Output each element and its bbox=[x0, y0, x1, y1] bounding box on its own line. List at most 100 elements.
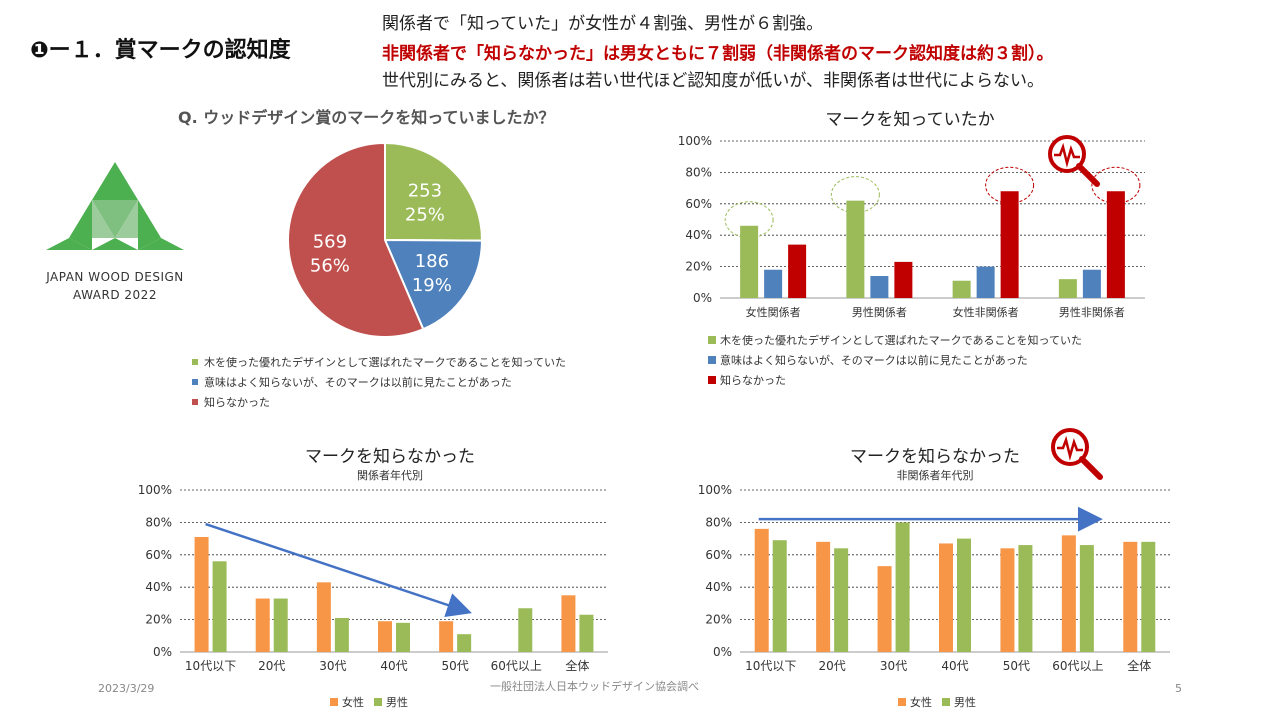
legend-swatch bbox=[708, 356, 716, 364]
x-category-label: 10代以下 bbox=[185, 659, 236, 673]
bar bbox=[1000, 548, 1015, 652]
legend-label: 知らなかった bbox=[204, 396, 270, 409]
bar bbox=[939, 543, 953, 652]
pie-slice-percent-label: 19% bbox=[412, 275, 452, 296]
x-category-label: 50代 bbox=[442, 659, 469, 673]
legend-label: 男性 bbox=[954, 696, 976, 709]
y-tick-label: 100% bbox=[698, 483, 732, 497]
legend-label: 意味はよく知らないが、そのマークは以前に見たことがあった bbox=[720, 354, 1028, 367]
bar-chart-1-legend: 木を使った優れたデザインとして選ばれたマークであることを知っていた 意味はよく知ら… bbox=[708, 330, 1082, 390]
bar-chart-2-subtitle: 関係者年代別 bbox=[357, 469, 423, 482]
legend-item: 男性 bbox=[374, 692, 408, 712]
x-category-label: 60代以上 bbox=[1052, 659, 1103, 673]
legend-item: 女性 bbox=[898, 692, 932, 712]
bar bbox=[334, 617, 349, 652]
bar bbox=[754, 528, 769, 652]
x-category-label: 20代 bbox=[258, 659, 285, 673]
y-tick-label: 20% bbox=[145, 613, 172, 627]
legend-label: 女性 bbox=[910, 696, 932, 709]
headline-line-1: 関係者で「知っていた」が女性が４割強、男性が６割強。 bbox=[382, 14, 824, 34]
legend-label: 木を使った優れたデザインとして選ばれたマークであることを知っていた bbox=[720, 334, 1083, 347]
bar-chart-unrelated-by-age: 0% 20% 40% 60% 80% 100% 10代以下 20代 30代 40代 50代 60代以上… bbox=[698, 483, 1170, 673]
pie-slice-value-label: 253 bbox=[408, 180, 442, 201]
pie-slice bbox=[383, 238, 484, 331]
legend-swatch bbox=[330, 698, 338, 706]
bar bbox=[1000, 191, 1019, 298]
x-category-label: 30代 bbox=[319, 659, 346, 673]
bar bbox=[952, 280, 971, 298]
x-category-label: 30代 bbox=[880, 659, 907, 673]
legend-swatch bbox=[708, 376, 716, 384]
highlight-circle bbox=[1091, 166, 1141, 204]
bar bbox=[1079, 545, 1094, 652]
bar-chart-2-title: マークを知らなかった bbox=[305, 447, 475, 467]
pie-legend-item: 知らなかった bbox=[192, 392, 566, 412]
y-tick-label: 40% bbox=[145, 580, 172, 594]
legend-swatch bbox=[192, 359, 198, 365]
bar bbox=[1061, 535, 1076, 652]
footer-date: 2023/3/29 bbox=[98, 682, 155, 695]
legend-label: 木を使った優れたデザインとして選ばれたマークであることを知っていた bbox=[204, 356, 567, 369]
highlight-circle bbox=[830, 176, 880, 214]
x-category-label: 50代 bbox=[1003, 659, 1030, 673]
legend-swatch bbox=[192, 379, 198, 385]
pie-slice bbox=[287, 141, 425, 338]
bar bbox=[957, 538, 971, 652]
bar bbox=[894, 261, 913, 298]
bar bbox=[396, 622, 410, 652]
bar bbox=[561, 595, 576, 652]
bar bbox=[194, 536, 209, 652]
y-tick-label: 80% bbox=[705, 515, 732, 529]
pie-legend: 木を使った優れたデザインとして選ばれたマークであることを知っていた 意味はよく知ら… bbox=[192, 352, 566, 412]
bar bbox=[378, 621, 392, 652]
x-category-label: 男性非関係者 bbox=[1059, 305, 1125, 319]
bar-chart-3-title: マークを知らなかった bbox=[850, 447, 1020, 467]
decreasing-trend-arrow bbox=[205, 522, 472, 618]
bar bbox=[1106, 191, 1125, 298]
y-tick-label: 60% bbox=[145, 548, 172, 562]
headline-line-3: 世代別にみると、関係者は若い世代ほど認知度が低いが、非関係者は世代によらない。 bbox=[382, 71, 1044, 91]
pie-slice-percent-label: 56% bbox=[310, 255, 350, 276]
pie-slice-value-label: 186 bbox=[415, 251, 449, 272]
bar bbox=[1141, 541, 1156, 652]
legend-swatch bbox=[942, 698, 950, 706]
magnifier-pulse-icon bbox=[1051, 428, 1103, 480]
x-category-label: 全体 bbox=[565, 658, 589, 673]
highlight-circle bbox=[985, 166, 1035, 204]
x-category-label: 10代以下 bbox=[745, 659, 796, 673]
bar bbox=[439, 621, 454, 652]
bar bbox=[788, 244, 807, 298]
footer-source: 一般社団法人日本ウッドデザイン協会調べ bbox=[490, 680, 699, 693]
award-logo-line2: AWARD 2022 bbox=[73, 288, 157, 302]
legend-item: 意味はよく知らないが、そのマークは以前に見たことがあった bbox=[708, 350, 1082, 370]
bar-chart-3-subtitle: 非関係者年代別 bbox=[896, 469, 974, 482]
bar bbox=[273, 598, 288, 652]
legend-swatch bbox=[374, 698, 382, 706]
bar bbox=[895, 522, 910, 652]
legend-swatch bbox=[898, 698, 906, 706]
x-category-label: 60代以上 bbox=[491, 659, 542, 673]
legend-swatch bbox=[708, 336, 716, 344]
award-logo: JAPAN WOOD DESIGN AWARD 2022 bbox=[30, 150, 200, 310]
x-category-label: 40代 bbox=[941, 659, 968, 673]
y-tick-label: 0% bbox=[153, 645, 172, 659]
y-tick-label: 20% bbox=[705, 613, 732, 627]
y-tick-label: 40% bbox=[685, 228, 712, 242]
x-category-label: 全体 bbox=[1127, 658, 1151, 673]
pie-slice bbox=[384, 141, 483, 242]
legend-item: 木を使った優れたデザインとして選ばれたマークであることを知っていた bbox=[708, 330, 1082, 350]
x-category-label: 男性関係者 bbox=[852, 305, 907, 319]
bar-chart-3-legend: 女性 男性 bbox=[898, 692, 976, 712]
magnifier-pulse-icon bbox=[1048, 135, 1100, 187]
bar bbox=[255, 598, 270, 652]
bar bbox=[740, 225, 759, 298]
bar bbox=[834, 548, 849, 652]
bar bbox=[579, 614, 594, 652]
bar bbox=[870, 276, 889, 298]
y-tick-label: 60% bbox=[705, 548, 732, 562]
pie-chart-title: Q. ウッドデザイン賞のマークを知っていましたか？ bbox=[178, 108, 555, 127]
legend-label: 知らなかった bbox=[720, 374, 786, 387]
bar bbox=[1058, 279, 1077, 298]
x-category-label: 女性関係者 bbox=[746, 305, 801, 319]
bar bbox=[764, 269, 783, 298]
